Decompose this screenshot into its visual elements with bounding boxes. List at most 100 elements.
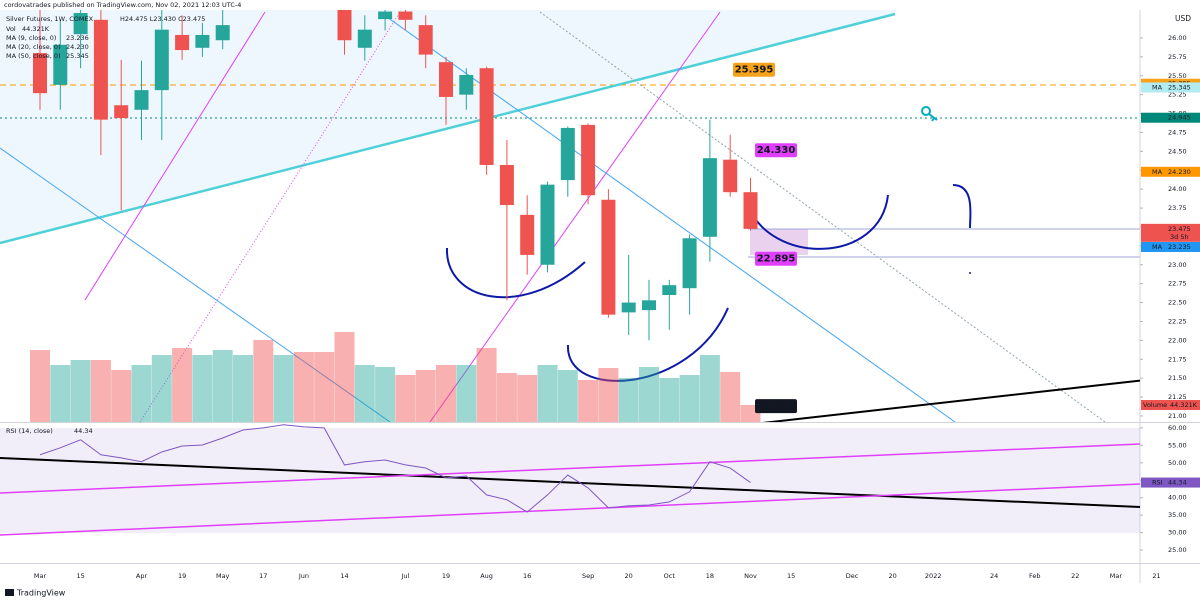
x-tick-label: 15 — [787, 572, 795, 580]
volume-bar — [70, 360, 91, 422]
publisher: cordovatrades published on TradingView.c… — [4, 1, 241, 9]
candle-body — [357, 29, 372, 48]
rsi-tick-label: 50.00 — [1168, 459, 1187, 467]
price-badge — [1141, 112, 1200, 123]
x-tick-label: 15 — [76, 572, 84, 580]
price-badge — [1141, 166, 1200, 177]
candle-body — [621, 302, 636, 313]
rsi-tick-label: 35.00 — [1168, 511, 1187, 519]
volume-bar — [172, 347, 193, 422]
rsi-tick-label: 30.00 — [1168, 529, 1187, 537]
trend-line — [762, 379, 1140, 422]
volume-bar — [50, 364, 71, 422]
x-tick-label: Mar — [34, 572, 47, 580]
trend-line — [0, 147, 391, 422]
x-tick-label: Mar — [1110, 572, 1123, 580]
callout-label: 20.945 — [757, 401, 796, 412]
hand-drawing — [969, 272, 971, 274]
volume-bar — [293, 351, 314, 422]
price-badge — [1141, 241, 1200, 252]
candle-body — [73, 13, 88, 35]
x-tick-label: Aug — [480, 572, 493, 580]
trend-line — [0, 443, 1140, 494]
price-badge-label: 24.945 — [1168, 114, 1191, 122]
hand-drawing — [952, 184, 972, 229]
price-badge-label: 23.475 — [1168, 225, 1191, 233]
y-tick-label: 24.75 — [1168, 128, 1187, 136]
rsi-tick-label: 25.00 — [1168, 546, 1187, 554]
volume-bar — [517, 375, 538, 422]
rsi-band — [0, 428, 1140, 533]
y-tick-label: 26.00 — [1168, 34, 1187, 42]
price-badge-label: 25.345 — [1168, 83, 1191, 91]
trend-line — [429, 11, 721, 422]
candle-body — [195, 34, 210, 48]
volume-bar — [699, 354, 720, 422]
y-tick-label: 21.25 — [1168, 393, 1187, 401]
y-tick-label: 22.25 — [1168, 317, 1187, 325]
callout-box — [755, 143, 797, 158]
rsi-badge — [1141, 477, 1200, 488]
trend-line — [84, 11, 266, 301]
trend-line — [0, 457, 1140, 509]
y-tick-label: 21.75 — [1168, 355, 1187, 363]
target-box — [750, 229, 808, 255]
callout-box — [755, 399, 797, 414]
x-tick-label: Jul — [400, 572, 409, 580]
y-tick-label: 24.50 — [1168, 147, 1187, 155]
x-tick-label: Sep — [582, 572, 594, 580]
candle-body — [378, 11, 393, 20]
candle-body — [134, 90, 149, 110]
candle-body — [601, 199, 616, 315]
x-tick-label: 14 — [340, 572, 348, 580]
x-tick-label: Oct — [664, 572, 676, 580]
footer-logo: TradingView — [5, 589, 66, 598]
volume-bar — [233, 354, 253, 422]
volume-bar — [496, 373, 517, 422]
volume-bar — [679, 375, 700, 422]
x-tick-label: 21 — [1152, 572, 1160, 580]
rsi-tick-label: 60.00 — [1168, 424, 1187, 432]
legend-vol-name: Vol — [6, 25, 16, 33]
volume-bar — [192, 354, 213, 422]
volume-bar — [659, 377, 680, 422]
rsi-value: 44.34 — [74, 427, 93, 435]
y-tick-label: 23.75 — [1168, 204, 1187, 212]
candle-body — [702, 158, 717, 237]
price-badge — [1141, 82, 1200, 93]
chart-title: Silver Futures, 1W, COMEX — [6, 15, 94, 23]
hand-drawing — [747, 194, 889, 250]
currency: USD — [1175, 14, 1191, 23]
y-tick-label: 25.25 — [1168, 91, 1187, 99]
volume-bar — [151, 354, 172, 422]
candle-body — [662, 285, 677, 295]
x-tick-label: Feb — [1029, 572, 1041, 580]
x-tick-label: May — [216, 572, 230, 580]
candle-layer — [33, 10, 758, 341]
legend-value: 25.345 — [66, 52, 89, 60]
volume-bar — [131, 364, 152, 422]
legend-value: 24.230 — [66, 43, 89, 51]
drawings — [0, 10, 1140, 422]
candle-body — [337, 10, 352, 41]
price-badge-sublabel: 3d 5h — [1170, 233, 1189, 241]
trend-line — [379, 11, 956, 422]
candle-body — [53, 44, 68, 85]
x-tick-label: 20 — [888, 572, 896, 580]
y-tick-label: 23.00 — [1168, 261, 1187, 269]
volume-bar — [456, 364, 477, 422]
volume-bar — [598, 367, 619, 422]
rsi-tick-label: 40.00 — [1168, 494, 1187, 502]
x-tick-label: 20 — [625, 572, 633, 580]
candle-body — [459, 75, 474, 95]
legend-name: MA (50, close, 0) — [6, 52, 61, 60]
volume-bar — [720, 371, 741, 422]
candle-body — [175, 34, 190, 51]
volume-bar — [354, 364, 375, 422]
volume-bar — [90, 360, 111, 422]
candle-body — [540, 184, 555, 265]
rsi-line — [39, 424, 751, 513]
volume-bar — [639, 366, 659, 422]
volume-badge-name: Volume — [1143, 401, 1167, 409]
